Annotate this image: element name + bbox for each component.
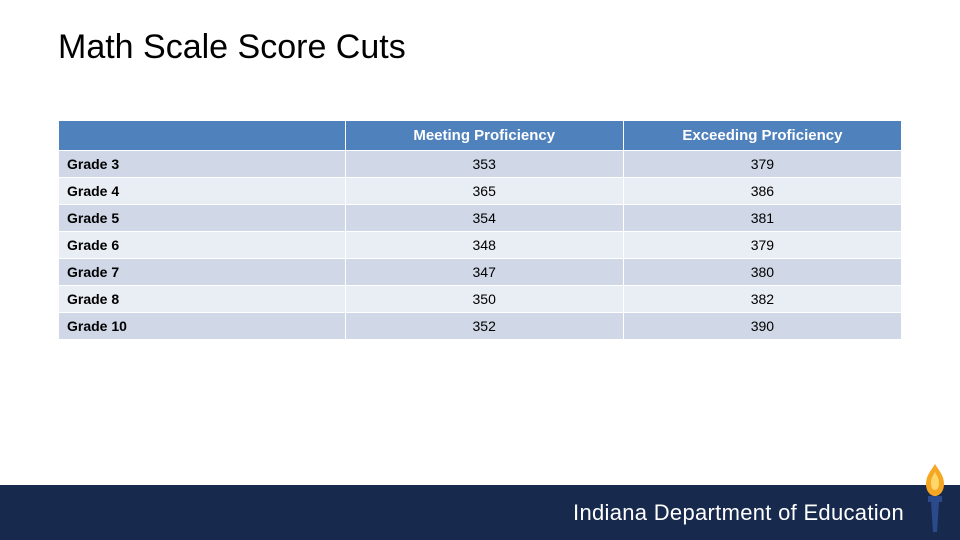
torch-icon <box>912 462 958 534</box>
table-row: Grade 8 350 382 <box>59 286 902 313</box>
grade-cell: Grade 5 <box>59 205 346 232</box>
meeting-cell: 365 <box>345 178 623 205</box>
meeting-cell: 350 <box>345 286 623 313</box>
grade-cell: Grade 8 <box>59 286 346 313</box>
meeting-cell: 354 <box>345 205 623 232</box>
table-row: Grade 4 365 386 <box>59 178 902 205</box>
col-header-exceeding: Exceeding Proficiency <box>623 121 901 151</box>
score-table: Meeting Proficiency Exceeding Proficienc… <box>58 120 902 340</box>
grade-cell: Grade 10 <box>59 313 346 340</box>
exceeding-cell: 381 <box>623 205 901 232</box>
table-row: Grade 5 354 381 <box>59 205 902 232</box>
exceeding-cell: 380 <box>623 259 901 286</box>
meeting-cell: 348 <box>345 232 623 259</box>
grade-cell: Grade 6 <box>59 232 346 259</box>
table-row: Grade 10 352 390 <box>59 313 902 340</box>
col-header-blank <box>59 121 346 151</box>
footer-text: Indiana Department of Education <box>573 500 904 526</box>
exceeding-cell: 386 <box>623 178 901 205</box>
grade-cell: Grade 7 <box>59 259 346 286</box>
exceeding-cell: 379 <box>623 232 901 259</box>
score-table-container: Meeting Proficiency Exceeding Proficienc… <box>58 120 902 340</box>
grade-cell: Grade 3 <box>59 151 346 178</box>
table-row: Grade 6 348 379 <box>59 232 902 259</box>
exceeding-cell: 382 <box>623 286 901 313</box>
grade-cell: Grade 4 <box>59 178 346 205</box>
footer-bar: Indiana Department of Education <box>0 485 960 540</box>
meeting-cell: 353 <box>345 151 623 178</box>
col-header-meeting: Meeting Proficiency <box>345 121 623 151</box>
page-title: Math Scale Score Cuts <box>58 28 406 67</box>
exceeding-cell: 379 <box>623 151 901 178</box>
exceeding-cell: 390 <box>623 313 901 340</box>
table-row: Grade 3 353 379 <box>59 151 902 178</box>
table-row: Grade 7 347 380 <box>59 259 902 286</box>
meeting-cell: 352 <box>345 313 623 340</box>
meeting-cell: 347 <box>345 259 623 286</box>
table-header-row: Meeting Proficiency Exceeding Proficienc… <box>59 121 902 151</box>
